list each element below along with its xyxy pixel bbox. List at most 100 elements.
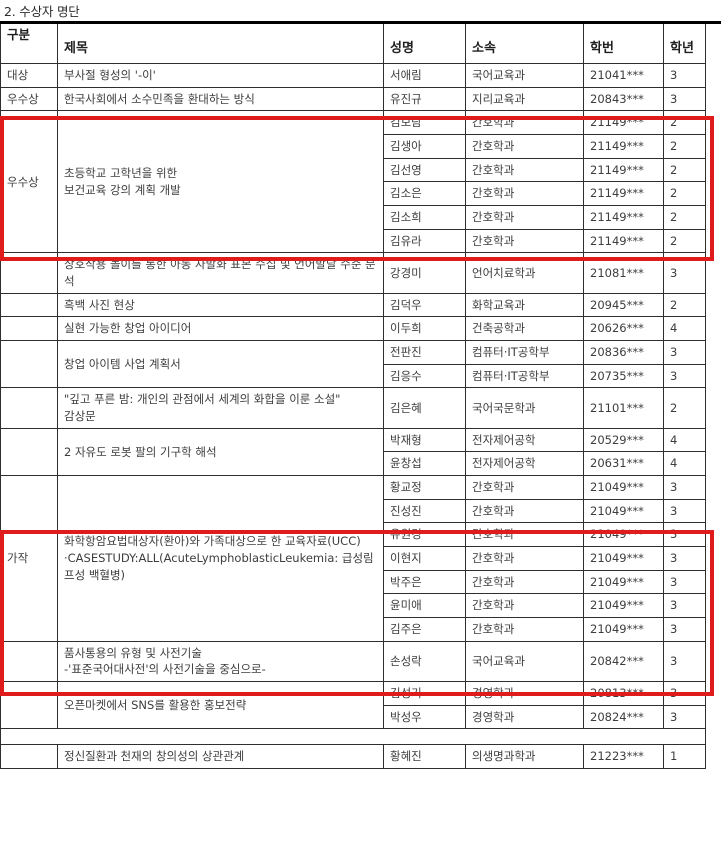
- table-row: 2 자유도 로봇 팔의 기구학 해석 박재형 전자제어공학 20529*** 4: [0, 427, 706, 477]
- cell-name: 손성락: [383, 640, 466, 683]
- cell-student-id: 21081***: [583, 252, 664, 294]
- table-body: 대상 부사절 형성의 '-이' 서애림 국어교육과 21041*** 3 우수상 한국사회에서…: [0, 63, 706, 770]
- table-row: 김유라 간호학과 21149*** 2: [1, 228, 706, 254]
- cell-year: 3: [663, 640, 706, 683]
- table-row: 우수상 초등학교 고학년을 위한 보건교육 강의 계획 개발 김보람 간호학과 2114…: [0, 110, 706, 254]
- cell-year: 2: [663, 387, 706, 429]
- cell-student-id: 20843***: [583, 86, 664, 112]
- cell-division: [0, 427, 58, 477]
- cell-division: [0, 316, 58, 342]
- table-row: 품사통용의 유형 및 사전기술 -'표준국어대사전'의 사전기술을 중심으로- 손…: [0, 640, 706, 683]
- cell-student-id: 20836***: [583, 340, 664, 365]
- cell-dept: 경영학과: [465, 681, 584, 706]
- cell-name: 황교정: [383, 475, 466, 500]
- cell-dept: 의생명과학과: [465, 744, 584, 770]
- cell-title: 실현 가능한 창업 아이디어: [57, 316, 384, 342]
- cell-year: 3: [663, 681, 706, 706]
- cell-year: 3: [663, 86, 706, 112]
- cell-student-id: 21049***: [583, 475, 664, 500]
- cell-student-id: 21149***: [583, 181, 664, 207]
- cell-division: [0, 252, 58, 294]
- table-row: 윤창섭 전자제어공학 20631*** 4: [1, 451, 706, 477]
- cell-name: 이두희: [383, 316, 466, 342]
- cell-year: 2: [663, 110, 706, 136]
- cell-name: 김보람: [383, 110, 466, 136]
- table-row: 흑백 사진 현상 김덕우 화학교육과 20945*** 2: [0, 292, 706, 318]
- award-recipients-table: 구분 제목 성명 소속 학번 학년 대상 부사절 형성의 '-이' 서애림 국어교육과…: [0, 24, 706, 770]
- cell-name: 김생아: [383, 134, 466, 159]
- cell-name: 김은혜: [383, 387, 466, 429]
- cell-student-id: 20529***: [583, 427, 664, 453]
- cell-division: [0, 292, 58, 318]
- cell-division: 대상: [0, 63, 58, 88]
- cell-name: 이현지: [383, 546, 466, 571]
- cell-name: 김소은: [383, 181, 466, 207]
- cell-dept: 간호학과: [465, 569, 584, 595]
- table-row: "깊고 푸른 밤: 개인의 관점에서 세계의 화합을 이룬 소설" 감상문 김은혜…: [0, 387, 706, 429]
- cell-student-id: 21101***: [583, 387, 664, 429]
- cell-dept: 건축공학과: [465, 316, 584, 342]
- cell-title: 2 자유도 로봇 팔의 기구학 해석: [57, 427, 384, 477]
- cell-division: [0, 640, 58, 683]
- cell-name: 황혜진: [383, 744, 466, 770]
- cell-student-id: 20824***: [583, 704, 664, 730]
- cell-student-id: 21149***: [583, 205, 664, 230]
- cell-dept: 컴퓨터·IT공학부: [465, 363, 584, 389]
- cell-dept: 간호학과: [465, 475, 584, 500]
- cell-dept: 전자제어공학: [465, 451, 584, 477]
- cell-title: 정신질환과 천재의 창의성의 상관관계: [57, 744, 384, 770]
- cell-division: [0, 681, 58, 730]
- column-header-title: 제목: [57, 24, 384, 64]
- cell-dept: 간호학과: [465, 205, 584, 230]
- cell-year: 3: [663, 593, 706, 619]
- cell-dept: 간호학과: [465, 522, 584, 548]
- table-row: 가작 화학항암요법대상자(환아)와 가족대상으로 한 교육자료(UCC) ·CAS…: [0, 475, 706, 642]
- table-header-row: 구분 제목 성명 소속 학번 학년: [0, 24, 706, 64]
- cell-year: 3: [663, 63, 706, 88]
- cell-student-id: 20945***: [583, 292, 664, 318]
- cell-name: 김소희: [383, 205, 466, 230]
- cell-year: 2: [663, 134, 706, 159]
- table-row: 유원경 간호학과 21049*** 3: [1, 522, 706, 548]
- cell-year: 3: [663, 498, 706, 524]
- cell-student-id: 20735***: [583, 363, 664, 389]
- cell-student-id: 21149***: [583, 157, 664, 183]
- cell-student-id: 21049***: [583, 522, 664, 548]
- cell-dept: 컴퓨터·IT공학부: [465, 340, 584, 365]
- cell-year: 3: [663, 704, 706, 730]
- cell-year: 2: [663, 205, 706, 230]
- cell-name: 박주은: [383, 569, 466, 595]
- cell-name: 박재형: [383, 427, 466, 453]
- cell-name: 김응수: [383, 363, 466, 389]
- cell-student-id: 20813***: [583, 681, 664, 706]
- cell-name: 진성진: [383, 498, 466, 524]
- cell-student-id: 21223***: [583, 744, 664, 770]
- table-row: 김주은 간호학과 21049*** 3: [1, 617, 706, 642]
- table-row: 대상 부사절 형성의 '-이' 서애림 국어교육과 21041*** 3: [0, 63, 706, 88]
- cell-name: 전판진: [383, 340, 466, 365]
- page-break-gap: [0, 728, 706, 746]
- cell-name: 강경미: [383, 252, 466, 294]
- cell-name: 김선영: [383, 157, 466, 183]
- cell-dept: 간호학과: [465, 157, 584, 183]
- cell-title: 화학항암요법대상자(환아)와 가족대상으로 한 교육자료(UCC) ·CASES…: [57, 475, 384, 642]
- cell-dept: 국어국문학과: [465, 387, 584, 429]
- cell-student-id: 21049***: [583, 569, 664, 595]
- cell-division: 가작: [0, 475, 58, 642]
- table-row: 윤미애 간호학과 21049*** 3: [1, 593, 706, 619]
- cell-dept: 국어교육과: [465, 640, 584, 683]
- cell-title: 한국사회에서 소수민족을 환대하는 방식: [57, 86, 384, 112]
- cell-student-id: 21041***: [583, 63, 664, 88]
- cell-year: 2: [663, 181, 706, 207]
- cell-name: 김유라: [383, 228, 466, 254]
- cell-division: 우수상: [0, 110, 58, 254]
- cell-name: 유진규: [383, 86, 466, 112]
- table-row: 김소은 간호학과 21149*** 2: [1, 181, 706, 207]
- title-divider: [0, 21, 721, 24]
- cell-title: 창업 아이템 사업 계획서: [57, 340, 384, 389]
- table-row: 김선영 간호학과 21149*** 2: [1, 157, 706, 183]
- cell-name: 윤미애: [383, 593, 466, 619]
- cell-student-id: 21049***: [583, 593, 664, 619]
- cell-year: 3: [663, 617, 706, 642]
